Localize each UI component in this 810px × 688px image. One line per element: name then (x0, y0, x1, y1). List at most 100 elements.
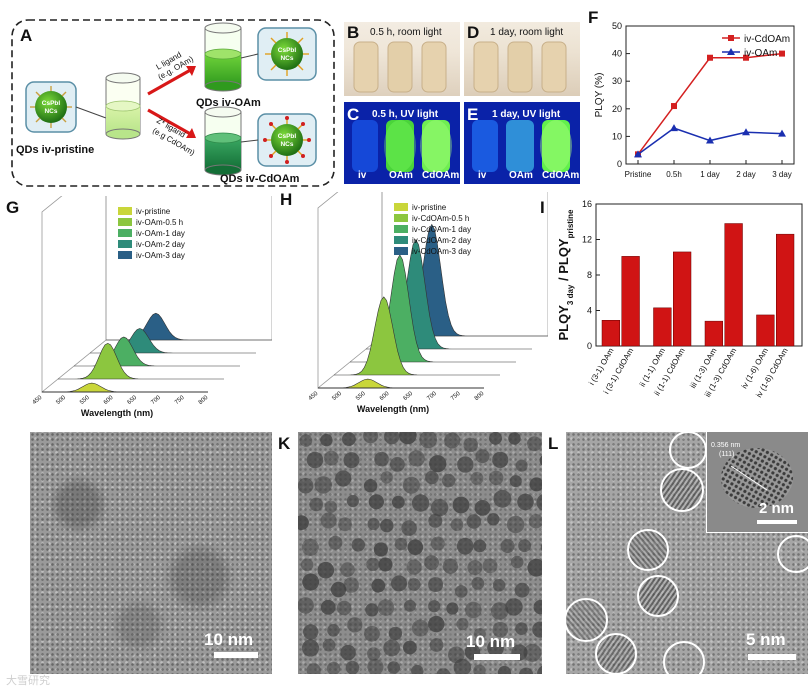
nanoparticle (384, 432, 400, 445)
nanoparticle (374, 451, 389, 467)
nanoparticle (536, 494, 542, 511)
nanoparticle (436, 668, 451, 674)
nanoparticle (527, 436, 542, 452)
spectrum-1 (334, 296, 500, 376)
nanoparticle (455, 585, 468, 598)
bar (601, 320, 620, 347)
back-wall-left (41, 196, 107, 393)
nanoparticle (364, 625, 380, 642)
nanoparticle (492, 451, 509, 468)
inset-plane: (111) (719, 451, 735, 458)
nanoparticle (505, 598, 523, 616)
nanoparticle (489, 432, 502, 445)
photo-d-caption: 1 day, room light (490, 27, 564, 38)
nanocrystal-circles (566, 432, 808, 674)
nanoparticle (411, 664, 424, 674)
panel-label-l: L (548, 434, 559, 453)
nanoparticle (380, 518, 394, 533)
vial-label-oam: OAm (509, 170, 533, 181)
nanoparticle (441, 473, 456, 488)
data-point (634, 150, 642, 158)
x-tick-label: 750 (174, 395, 186, 406)
nanoparticle (407, 578, 421, 591)
legend-marker (728, 35, 734, 41)
nanoparticle (456, 537, 474, 555)
x-tick-label: 650 (127, 395, 139, 406)
nanoparticle (335, 470, 352, 487)
y-tick-label: 30 (612, 76, 622, 86)
scale-bar-k (474, 654, 520, 660)
legend-swatch (394, 214, 408, 222)
nanoparticle (519, 667, 534, 674)
legend-label: iv-CdOAm-0.5 h (412, 214, 469, 223)
scale-text-l: 5 nm (746, 630, 786, 649)
y-tick-label: 0 (617, 159, 622, 169)
y-axis-label: PLQY3 day / PLQYpristine (556, 209, 575, 341)
watermark: 大雪研究 (6, 675, 50, 687)
legend-label: iv-pristine (136, 207, 171, 216)
nanoparticle (489, 470, 504, 486)
data-point (779, 50, 785, 57)
y-tick-label: 20 (612, 104, 622, 114)
legend-swatch (394, 247, 408, 255)
spectrum-0 (318, 378, 484, 389)
bar (653, 307, 672, 347)
nanoparticle (377, 599, 395, 616)
data-point (670, 124, 678, 132)
legend-swatch (118, 218, 132, 226)
nanoparticle (448, 646, 465, 664)
data-point (743, 54, 749, 61)
data-point (707, 54, 713, 61)
legend-label: iv-OAm-0.5 h (136, 218, 183, 227)
chart-g: 0.00.20.40.60.81.0Photoluminescence (a. … (32, 196, 272, 418)
nanoparticle (473, 539, 487, 553)
nanoparticle (411, 619, 429, 637)
legend-label: iv-pristine (412, 203, 447, 212)
nanoparticle (493, 489, 512, 508)
legend-swatch (118, 229, 132, 237)
inset-scale-bar (757, 520, 797, 524)
nanoparticle (363, 432, 379, 444)
panel-label-d: D (467, 23, 480, 42)
nanoparticle (471, 577, 485, 590)
hrtem-inset: 0.356 nm (111) 2 nm (706, 432, 808, 533)
nanoparticle (456, 618, 469, 631)
nc-oam-icon (271, 38, 303, 70)
panel-label-b: B (347, 23, 360, 42)
nanoparticle (351, 538, 365, 552)
nanoparticle (298, 477, 314, 494)
photo-c: C 0.5 h, UV light iv OAm CdOAm (344, 102, 460, 184)
legend-label: iv-OAm-3 day (136, 251, 185, 260)
nanoparticle (428, 600, 441, 613)
nanoparticle (515, 459, 528, 472)
legend-swatch (118, 251, 132, 259)
photo-d: D 1 day, room light (464, 22, 580, 96)
x-tick-label: 450 (32, 395, 44, 406)
nanoparticle (340, 562, 355, 577)
legend-label: iv-CdOAm-1 day (412, 225, 471, 234)
panel-a: A CsPbI NCs QDs iv-pristine L ligand (e.… (0, 14, 340, 190)
tem-image-j: J (30, 432, 272, 674)
dashed-frame (11, 19, 335, 187)
scale-bar-j (214, 652, 258, 658)
nanoparticle (340, 644, 356, 661)
nanoparticle (500, 539, 515, 554)
photo-e: E 1 day, UV light iv OAm CdOAm (464, 102, 580, 184)
panel-label-c: C (347, 105, 360, 124)
photo-c-caption: 0.5 h, UV light (372, 109, 439, 120)
vial-label-iv: iv (478, 170, 487, 181)
nanoparticle (380, 471, 393, 484)
nc-cdoam-icon (271, 124, 303, 156)
y-tick-label: 50 (612, 21, 622, 31)
nanoparticle (467, 560, 483, 576)
bar (756, 314, 775, 347)
scale-text-k: 10 nm (466, 632, 516, 651)
y-tick-label: 4 (587, 306, 592, 316)
nanoparticle (402, 476, 420, 494)
x-tick-label: 800 (198, 395, 210, 406)
back-wall-left (317, 192, 383, 389)
nanoparticle (301, 639, 320, 657)
nanoparticle (508, 432, 521, 445)
oam-caption: QDs iv-OAm (196, 97, 261, 109)
